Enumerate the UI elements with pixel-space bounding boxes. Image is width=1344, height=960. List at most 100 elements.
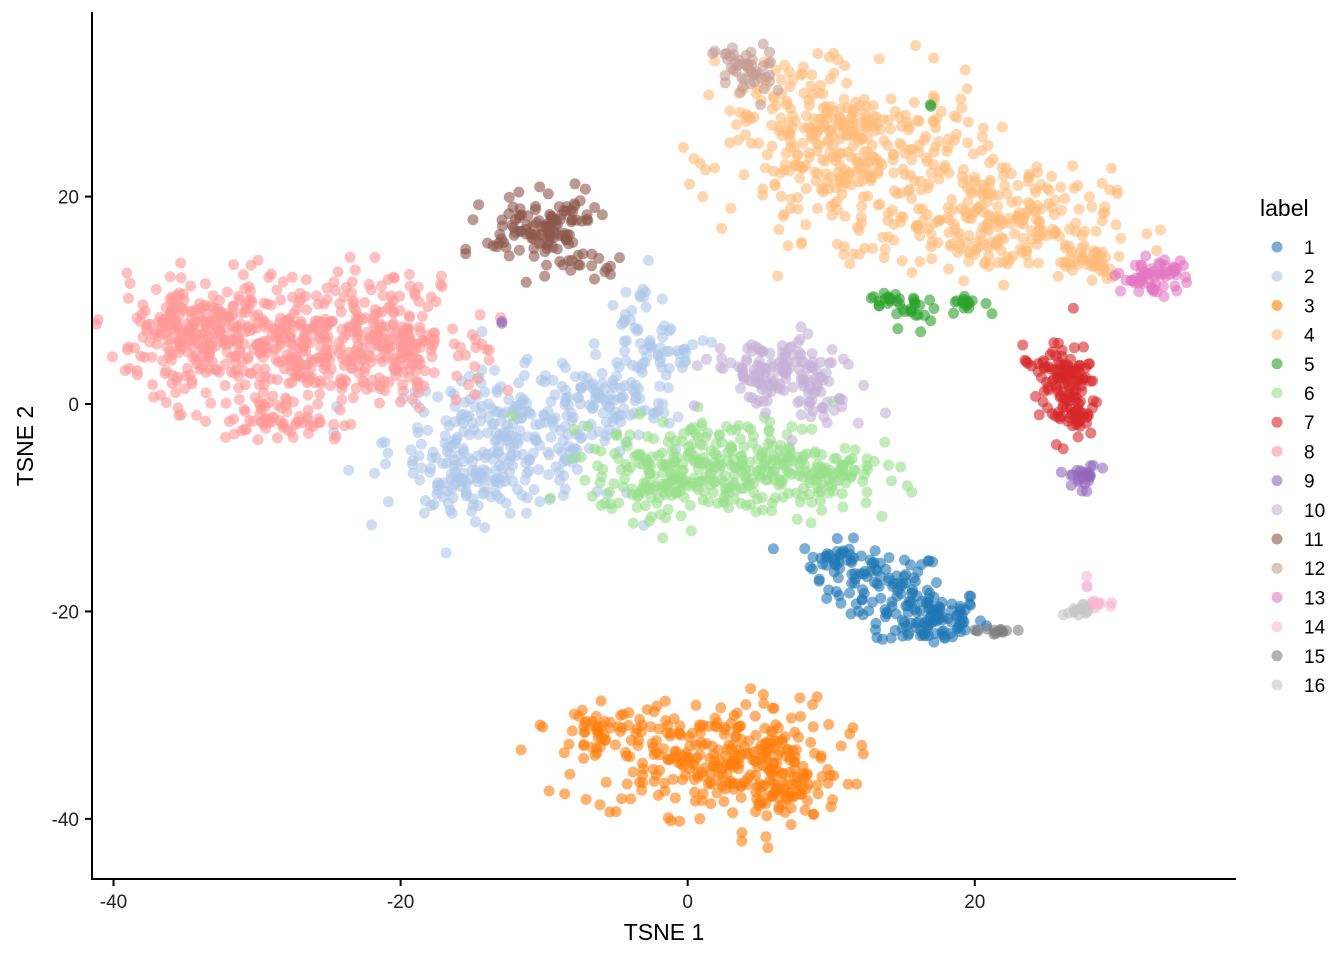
legend-swatch: [1271, 329, 1283, 341]
scatter-point-label-6: [610, 429, 622, 441]
y-tick-label: 20: [58, 188, 79, 209]
scatter-point-label-3: [659, 777, 671, 789]
scatter-point-label-11: [507, 201, 519, 213]
scatter-point-label-6: [579, 474, 591, 486]
scatter-point-label-6: [777, 459, 789, 471]
scatter-point-label-6: [594, 477, 606, 489]
scatter-point-label-14: [1081, 581, 1093, 593]
scatter-point-label-8: [153, 330, 165, 342]
scatter-point-label-9: [1084, 471, 1096, 483]
scatter-point-label-2: [534, 439, 546, 451]
scatter-point-label-6: [677, 465, 689, 476]
scatter-point-label-8: [351, 316, 363, 328]
scatter-point-label-2: [446, 440, 458, 452]
scatter-point-label-1: [906, 584, 918, 596]
scatter-point-label-4: [943, 227, 955, 238]
scatter-point-label-2: [366, 519, 378, 531]
scatter-point-label-11: [614, 252, 625, 264]
scatter-point-label-15: [1012, 624, 1024, 636]
scatter-point-label-3: [648, 775, 660, 787]
scatter-point-label-10: [761, 387, 773, 399]
scatter-point-label-6: [738, 482, 750, 494]
scatter-point-label-4: [803, 99, 815, 111]
scatter-point-label-4: [992, 257, 1004, 269]
scatter-point-label-4: [759, 162, 771, 174]
scatter-point-label-7: [1046, 408, 1058, 420]
scatter-point-label-2: [495, 415, 507, 427]
scatter-point-label-4: [810, 175, 822, 187]
scatter-point-label-3: [709, 712, 721, 724]
legend-item-3: 3: [1271, 296, 1315, 317]
scatter-point-label-3: [782, 786, 794, 798]
scatter-point-label-4: [882, 207, 894, 219]
scatter-point-label-8: [297, 340, 309, 352]
scatter-point-label-8: [345, 418, 357, 430]
scatter-point-label-8: [135, 350, 147, 362]
scatter-point-label-8: [406, 393, 418, 405]
scatter-point-label-4: [964, 246, 976, 258]
scatter-point-label-4: [1067, 160, 1079, 172]
scatter-point-label-6: [568, 423, 580, 435]
scatter-point-label-4: [906, 267, 918, 278]
scatter-point-label-1: [911, 606, 923, 618]
scatter-point-label-3: [812, 788, 824, 800]
legend-item-5: 5: [1271, 355, 1315, 376]
scatter-point-label-10: [804, 396, 816, 408]
scatter-point-label-4: [946, 194, 958, 205]
scatter-point-label-3: [727, 807, 739, 819]
scatter-point-label-6: [615, 464, 627, 476]
scatter-point-label-8: [221, 322, 233, 334]
scatter-point-label-4: [862, 156, 873, 168]
scatter-point-label-1: [857, 584, 869, 596]
scatter-point-label-2: [572, 392, 583, 403]
scatter-point-label-8: [425, 344, 437, 356]
scatter-point-label-4: [998, 279, 1010, 291]
scatter-point-label-8: [404, 335, 416, 347]
scatter-point-label-12: [765, 56, 777, 68]
scatter-point-label-4: [976, 131, 988, 143]
scatter-point-label-4: [910, 40, 922, 52]
scatter-point-label-4: [766, 119, 778, 131]
scatter-point-label-2: [556, 446, 568, 458]
scatter-point-label-3: [694, 749, 706, 761]
scatter-point-label-14: [1081, 570, 1093, 582]
scatter-point-label-8: [451, 370, 463, 382]
legend-item-4: 4: [1271, 326, 1315, 347]
scatter-point-label-10: [811, 365, 823, 377]
scatter-point-label-4: [831, 238, 843, 250]
scatter-point-label-8: [347, 392, 359, 404]
scatter-point-label-7: [1068, 342, 1080, 354]
scatter-point-label-11: [534, 181, 546, 193]
scatter-point-label-4: [1105, 162, 1117, 174]
scatter-point-label-1: [902, 606, 914, 618]
scatter-point-label-4: [948, 110, 960, 122]
scatter-point-label-4: [1014, 243, 1026, 255]
scatter-point-label-6: [812, 458, 823, 470]
scatter-point-label-10: [802, 374, 814, 386]
scatter-point-label-4: [913, 115, 925, 127]
scatter-point-label-2: [619, 308, 631, 320]
scatter-point-label-4: [761, 149, 773, 161]
scatter-point-label-3: [625, 793, 637, 805]
scatter-point-label-4: [959, 64, 971, 76]
scatter-point-label-3: [745, 769, 757, 781]
scatter-point-label-10: [760, 407, 772, 419]
scatter-point-label-1: [905, 559, 916, 571]
scatter-point-label-3: [811, 779, 823, 791]
scatter-point-label-8: [414, 402, 425, 414]
scatter-point-label-8: [321, 293, 333, 305]
legend-label: 13: [1304, 588, 1325, 609]
scatter-point-label-7: [1048, 337, 1060, 349]
scatter-point-label-8: [460, 349, 471, 361]
scatter-point-label-4: [807, 89, 819, 101]
scatter-point-label-8: [435, 278, 446, 290]
scatter-point-label-6: [748, 487, 760, 499]
scatter-point-label-4: [925, 228, 937, 240]
scatter-point-label-8: [220, 431, 231, 443]
scatter-point-label-1: [874, 557, 886, 569]
scatter-point-label-8: [157, 355, 169, 367]
scatter-point-label-2: [494, 493, 506, 505]
scatter-point-label-1: [838, 546, 850, 558]
legend-label: 11: [1304, 530, 1324, 551]
scatter-point-label-8: [300, 371, 312, 383]
